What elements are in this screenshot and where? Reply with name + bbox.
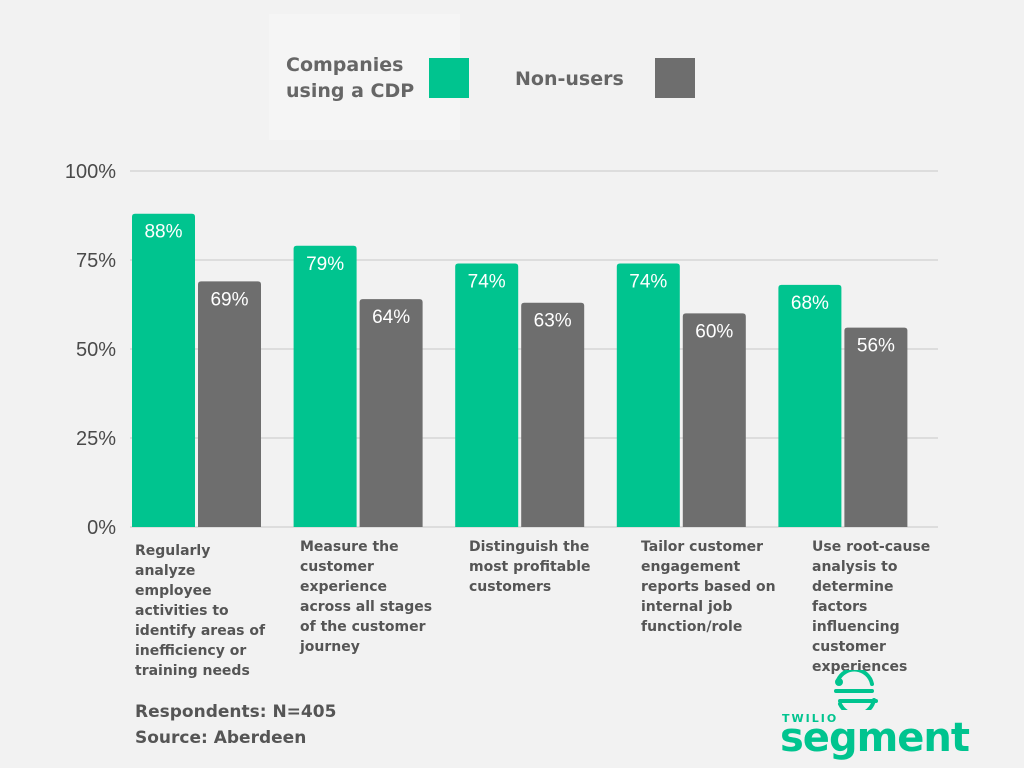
category-label-2: Measure the customer experience across a… (300, 539, 433, 655)
data-label: 63% (534, 311, 572, 332)
category-label-5: Use root-cause analysis to determine fac… (812, 539, 931, 675)
data-label: 69% (210, 289, 248, 310)
data-label: 68% (791, 293, 829, 314)
legend-label-non-users: Non-users (515, 68, 624, 90)
y-tick-label: 50% (76, 339, 116, 361)
data-label: 64% (372, 307, 410, 328)
legend-panel (269, 14, 460, 140)
respondents-note: Respondents: N=405 (135, 702, 337, 722)
y-tick-label: 100% (65, 161, 116, 183)
data-label: 74% (468, 272, 506, 293)
legend-swatch-cdp (429, 58, 469, 98)
y-tick-label: 25% (76, 428, 116, 450)
bar-cdp (455, 263, 519, 527)
logo-wordmark-twilio: TWILIO (782, 712, 839, 725)
category-label-4: Tailor customer engagement reports based… (641, 539, 776, 635)
data-label: 88% (144, 222, 182, 243)
source-note: Source: Aberdeen (135, 728, 307, 748)
y-tick-label: 75% (76, 250, 116, 272)
bar-non-users (844, 327, 908, 527)
y-tick-label: 0% (87, 517, 116, 539)
bar-non-users (198, 281, 261, 527)
bar-non-users (359, 299, 423, 527)
logo-wordmark-segment: segment (780, 715, 970, 761)
bar-cdp (293, 245, 357, 527)
category-label-1: Regularly analyze employee activities to… (135, 543, 266, 679)
category-label-3: Distinguish the most profitable customer… (469, 539, 591, 595)
bar-non-users (682, 313, 746, 527)
bar-non-users (521, 302, 585, 527)
bar-cdp (778, 284, 842, 527)
data-label: 60% (695, 321, 733, 342)
bar-cdp (132, 213, 195, 527)
segment-logo-icon (834, 670, 878, 710)
twilio-segment-logo: TWILIO segment (780, 670, 970, 761)
data-label: 79% (306, 254, 344, 275)
data-label: 56% (857, 336, 895, 357)
bar-cdp (616, 263, 680, 527)
data-label: 74% (629, 272, 667, 293)
legend-label-cdp: Companies using a CDP (286, 54, 415, 102)
legend-swatch-non-users (655, 58, 695, 98)
